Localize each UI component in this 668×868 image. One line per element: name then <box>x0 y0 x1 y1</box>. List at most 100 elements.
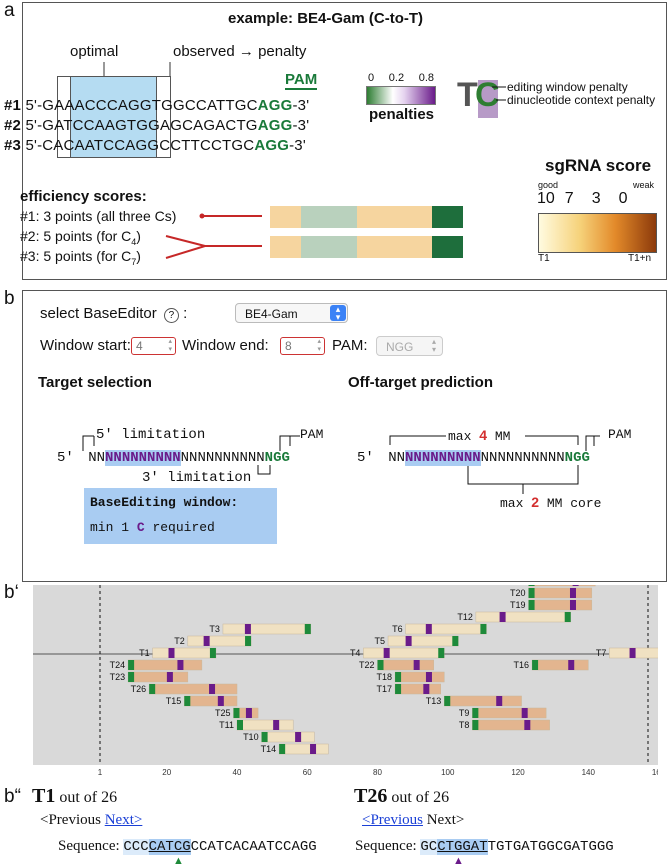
mm-label: MM <box>494 429 511 444</box>
seq-rest: NNNNNNNNNN <box>180 450 265 466</box>
sgrna-gradient <box>538 213 657 253</box>
stepper-icon[interactable]: ▴ ▾ <box>317 338 321 353</box>
eff-bar-1 <box>270 206 463 228</box>
baseeditor-value: BE4-Gam <box>245 307 298 321</box>
five-prime-limitation: 5′ limitation <box>96 427 206 443</box>
window-mark <box>209 684 216 694</box>
sequence-3: #3 5'-CACAATCCAGGCCTTCCTGCAGG-3' <box>4 137 306 154</box>
window-mark <box>217 696 224 706</box>
target-map: T1 T2 T3 T4 T5 T6 T7 T8 T9 T10 T11 T12 T13 T14 T15 T16 T… <box>33 585 658 777</box>
target-label: T13 <box>426 696 442 706</box>
pam-mark <box>128 660 135 670</box>
axis-tick-label: 80 <box>373 768 382 777</box>
right-seq-window: CTGGAT <box>437 839 488 855</box>
pam-mark <box>438 648 445 658</box>
pam-mark <box>149 684 156 694</box>
max-mm-core-label: max 2 MM core <box>500 494 601 511</box>
observed-window-box <box>57 76 171 158</box>
target-bar-T11 <box>236 719 294 731</box>
help-icon[interactable]: ? <box>163 308 179 323</box>
right-seq-prefix: GC <box>420 839 438 855</box>
target-selection-title: Target selection <box>38 374 152 391</box>
window-start-label: Window start: <box>40 337 131 354</box>
left-seq-prefix: CCC <box>123 839 149 855</box>
pam-mark <box>528 600 535 610</box>
seq-ngg: NGG <box>264 450 290 466</box>
pam-mark <box>395 684 402 694</box>
target-label: T15 <box>166 696 182 706</box>
pam-mark <box>528 585 535 586</box>
seq1-pam: AGG <box>257 97 293 114</box>
target-bar-T4 <box>363 647 445 659</box>
select-label: select BaseEditor <box>40 305 157 322</box>
penalty-scale-ticks: 0 0.2 0.8 <box>368 72 434 84</box>
target-bar-T13 <box>444 695 522 707</box>
target-bar-T2 <box>187 635 252 647</box>
score-tick: 0 <box>618 190 628 207</box>
target-bar-T21 <box>528 585 596 587</box>
right-nav: <Previous Next> <box>362 812 464 829</box>
penalty-tick: 0.8 <box>418 72 434 84</box>
axis-tick-label: 20 <box>162 768 171 777</box>
seq-five-prime: 5′ <box>357 450 374 466</box>
left-next-link[interactable]: Next> <box>104 812 143 828</box>
target-bar-T6 <box>405 623 487 635</box>
baseediting-window-box <box>84 488 277 544</box>
seq1-end: -3' <box>292 97 310 114</box>
stepper-icon[interactable]: ▴ ▾ <box>168 338 172 353</box>
window-start-input[interactable]: 4 ▴ ▾ <box>131 337 176 355</box>
min-c: C <box>136 520 145 535</box>
seq1-body: 5'-GAAACCCAGGTGGCCATTGC <box>25 97 258 114</box>
target-label: T9 <box>459 708 470 718</box>
select-arrows-icon: ▴ ▾ <box>330 305 346 322</box>
seq2-end: -3' <box>292 117 310 134</box>
pam-select[interactable]: NGG ▴ ▾ <box>376 336 443 356</box>
panel-a-title: example: BE4-Gam (C-to-T) <box>228 10 424 27</box>
max-label: max <box>448 429 472 444</box>
right-seq-suffix: TGTGATGGCGATGGG <box>487 839 614 855</box>
tc-c: C <box>475 76 500 114</box>
target-label: T21 <box>510 585 526 586</box>
max-core-label: max <box>500 496 524 511</box>
target-bar-T17 <box>394 683 441 695</box>
window-mark <box>423 684 430 694</box>
target-bar-T18 <box>394 671 445 683</box>
left-previous-link[interactable]: <Previous <box>40 812 101 828</box>
axis-tick-label: 1 <box>98 768 103 777</box>
window-mark <box>245 708 252 718</box>
target-bar-T26 <box>148 683 238 695</box>
window-mark <box>168 648 175 658</box>
max-mm-label: max 4 MM <box>448 427 510 444</box>
pam-small-right: PAM <box>608 427 632 442</box>
axis-tick-label: 40 <box>233 768 242 777</box>
pam-mark <box>245 636 252 646</box>
seq3-number: #3 <box>4 137 22 154</box>
right-next-link[interactable]: Next> <box>426 812 465 828</box>
left-target-heading: T1 out of 26 <box>32 785 117 808</box>
sgrna-ticks: 10 7 3 0 <box>537 190 628 208</box>
left-seq-window: CATCG <box>148 839 191 855</box>
left-sequence-row: Sequence: CCCCATCGCCATCACAATCCAGG <box>58 838 317 855</box>
target-label: T4 <box>350 648 361 658</box>
pam-mark <box>233 708 240 718</box>
observed-label: observed → penalty <box>173 43 306 60</box>
mm-core-label: MM core <box>546 496 602 511</box>
pam-mark <box>528 588 535 598</box>
target-bar-T14 <box>278 743 329 755</box>
score-tick: 7 <box>564 190 574 207</box>
target-label: T22 <box>359 660 375 670</box>
window-mark <box>629 648 636 658</box>
sgrna-weak: weak <box>633 180 655 190</box>
pam-mark <box>128 672 135 682</box>
window-end-input[interactable]: 8 ▴ ▾ <box>280 337 325 355</box>
right-previous-link[interactable]: <Previous <box>362 812 423 828</box>
pam-small-left: PAM <box>300 427 324 442</box>
left-nav: <Previous Next> <box>40 812 142 829</box>
baseediting-window-title: BaseEditing window: <box>90 495 239 510</box>
pam-mark <box>472 720 479 730</box>
window-mark <box>572 585 579 586</box>
baseeditor-select[interactable]: BE4-Gam ▴ ▾ <box>235 303 348 323</box>
pam-mark <box>209 648 216 658</box>
optimal-window-box <box>70 76 157 158</box>
offtarget-title: Off-target prediction <box>348 374 493 391</box>
